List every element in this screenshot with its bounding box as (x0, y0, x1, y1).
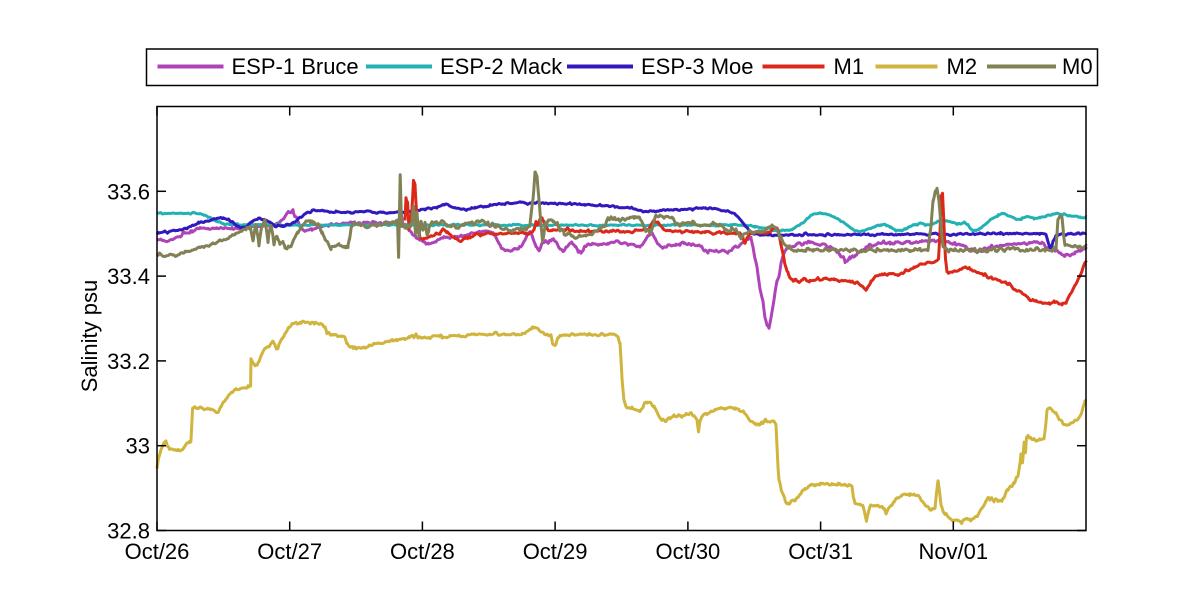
svg-text:Oct/31: Oct/31 (788, 539, 853, 564)
svg-text:M2: M2 (947, 54, 978, 79)
svg-text:32.8: 32.8 (107, 519, 150, 544)
svg-text:Salinity psu: Salinity psu (77, 280, 102, 393)
svg-text:M1: M1 (834, 54, 865, 79)
svg-text:ESP-3 Moe: ESP-3 Moe (641, 54, 754, 79)
svg-text:Oct/29: Oct/29 (523, 539, 588, 564)
svg-text:33.2: 33.2 (107, 349, 150, 374)
svg-text:33.6: 33.6 (107, 179, 150, 204)
svg-text:ESP-1 Bruce: ESP-1 Bruce (232, 54, 359, 79)
svg-text:33: 33 (126, 434, 150, 459)
svg-text:Oct/28: Oct/28 (390, 539, 455, 564)
svg-text:33.4: 33.4 (107, 264, 150, 289)
svg-text:Oct/26: Oct/26 (125, 539, 190, 564)
svg-text:Oct/27: Oct/27 (257, 539, 322, 564)
svg-text:ESP-2 Mack: ESP-2 Mack (440, 54, 563, 79)
svg-text:Nov/01: Nov/01 (918, 539, 988, 564)
svg-text:M0: M0 (1062, 54, 1093, 79)
svg-text:Oct/30: Oct/30 (655, 539, 720, 564)
